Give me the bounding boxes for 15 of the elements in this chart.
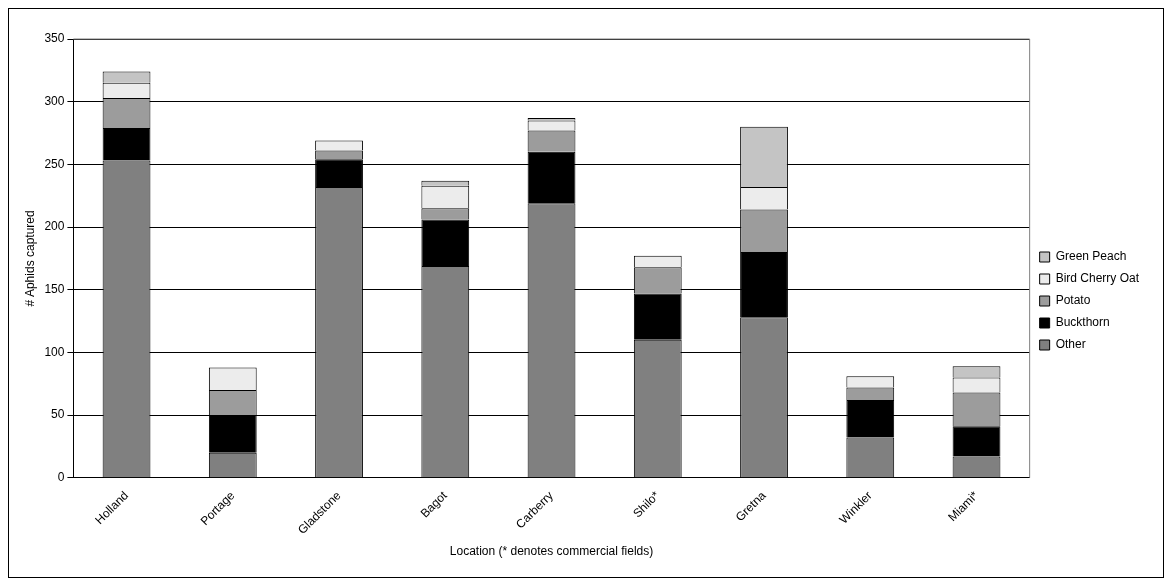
- legend-label: Other: [1055, 337, 1086, 352]
- y-tick-label: 300: [44, 93, 65, 108]
- y-tick-label: 350: [44, 31, 65, 46]
- legend-label: Bird Cherry Oat: [1055, 271, 1140, 286]
- y-tick-label: 150: [44, 282, 65, 297]
- y-tick-label: 250: [44, 156, 65, 171]
- y-axis-title: # Aphids captured: [22, 210, 37, 307]
- legend-label: Green Peach: [1055, 249, 1127, 264]
- legend-label: Potato: [1055, 293, 1091, 308]
- y-tick-label: 0: [57, 470, 65, 485]
- legend-label: Buckthorn: [1055, 315, 1110, 330]
- y-tick-label: 100: [44, 344, 65, 359]
- y-tick-label: 50: [51, 407, 65, 422]
- y-tick-label: 200: [44, 219, 65, 234]
- x-axis-title: Location (* denotes commercial fields): [449, 544, 654, 559]
